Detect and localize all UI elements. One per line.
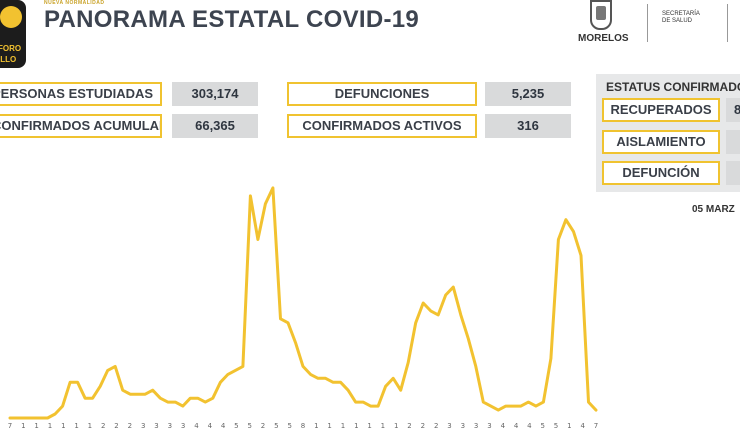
x-tick-label: 1 <box>48 422 52 430</box>
badge-text-line2: ILLO <box>0 55 17 64</box>
x-tick-label: 3 <box>487 422 491 430</box>
confirmados-acumulados-value: 66,365 <box>172 114 258 138</box>
confirmados-acumulados-label: CONFIRMADOS ACUMULADOS <box>0 114 162 138</box>
x-tick-label: 3 <box>141 422 145 430</box>
x-tick-label: 5 <box>247 422 251 430</box>
confirmados-activos-label: CONFIRMADOS ACTIVOS <box>287 114 477 138</box>
x-tick-label: 3 <box>154 422 158 430</box>
x-tick-label: 5 <box>234 422 238 430</box>
estatus-title: ESTATUS CONFIRMADOS <box>606 80 740 94</box>
x-tick-label: 4 <box>514 422 519 430</box>
x-tick-label: 4 <box>221 422 226 430</box>
x-tick-label: 1 <box>367 422 371 430</box>
header-divider <box>647 4 648 42</box>
aislamiento-label: AISLAMIENTO <box>602 130 720 154</box>
secretaria-line2: DE SALUD <box>662 18 693 24</box>
aislamiento-value <box>726 130 740 154</box>
x-tick-label: 5 <box>554 422 558 430</box>
recuperados-label: RECUPERADOS <box>602 98 720 122</box>
x-tick-label: 2 <box>114 422 118 430</box>
x-tick-label: 1 <box>34 422 38 430</box>
x-tick-label: 1 <box>21 422 25 430</box>
x-tick-label: 4 <box>208 422 213 430</box>
x-tick-label: 2 <box>261 422 265 430</box>
x-tick-label: 4 <box>580 422 585 430</box>
x-tick-label: 2 <box>128 422 132 430</box>
page-title: PANORAMA ESTATAL COVID-19 <box>44 6 420 33</box>
defunciones-label: DEFUNCIONES <box>287 82 477 106</box>
x-tick-label: 1 <box>61 422 65 430</box>
x-tick-label: 5 <box>274 422 278 430</box>
x-tick-label: 5 <box>287 422 291 430</box>
x-tick-label: 2 <box>407 422 411 430</box>
header-divider <box>727 4 728 42</box>
x-tick-label: 4 <box>527 422 532 430</box>
x-tick-label: 7 <box>8 422 12 430</box>
x-tick-label: 2 <box>101 422 105 430</box>
secretaria-line1: SECRETARÍA <box>662 11 700 17</box>
x-tick-label: 4 <box>194 422 199 430</box>
x-tick-label: 7 <box>594 422 598 430</box>
x-tick-label: 5 <box>540 422 544 430</box>
morelos-shield-icon <box>590 0 612 30</box>
x-tick-label: 3 <box>461 422 465 430</box>
x-tick-label: 1 <box>381 422 385 430</box>
recuperados-value: 8 <box>726 98 740 122</box>
header-kicker: NUEVA NORMALIDAD <box>44 0 105 6</box>
badge-emblem-icon <box>0 6 22 28</box>
x-tick-label: 1 <box>314 422 318 430</box>
x-tick-label: 1 <box>74 422 78 430</box>
state-name: MORELOS <box>578 33 629 44</box>
x-tick-label: 1 <box>394 422 398 430</box>
defuncion-value <box>726 161 740 185</box>
x-tick-label: 3 <box>447 422 451 430</box>
badge-text-line1: FORO <box>0 44 22 53</box>
x-tick-label: 3 <box>181 422 185 430</box>
x-tick-label: 8 <box>301 422 305 430</box>
x-tick-label: 3 <box>168 422 172 430</box>
personas-estudiadas-value: 303,174 <box>172 82 258 106</box>
shield-emblem-icon <box>596 6 606 20</box>
confirmados-activos-value: 316 <box>485 114 571 138</box>
personas-estudiadas-label: PERSONAS ESTUDIADAS <box>0 82 162 106</box>
x-tick-label: 3 <box>474 422 478 430</box>
x-tick-label: 2 <box>421 422 425 430</box>
x-tick-label: 1 <box>88 422 92 430</box>
x-tick-label: 1 <box>567 422 571 430</box>
defunciones-value: 5,235 <box>485 82 571 106</box>
x-tick-label: 1 <box>341 422 345 430</box>
series-line <box>8 186 598 420</box>
x-tick-label: 1 <box>354 422 358 430</box>
x-tick-label: 4 <box>501 422 506 430</box>
x-tick-label: 2 <box>434 422 438 430</box>
report-date: 05 MARZ <box>692 204 735 215</box>
x-tick-label: 1 <box>327 422 331 430</box>
defuncion-label: DEFUNCIÓN <box>602 161 720 185</box>
